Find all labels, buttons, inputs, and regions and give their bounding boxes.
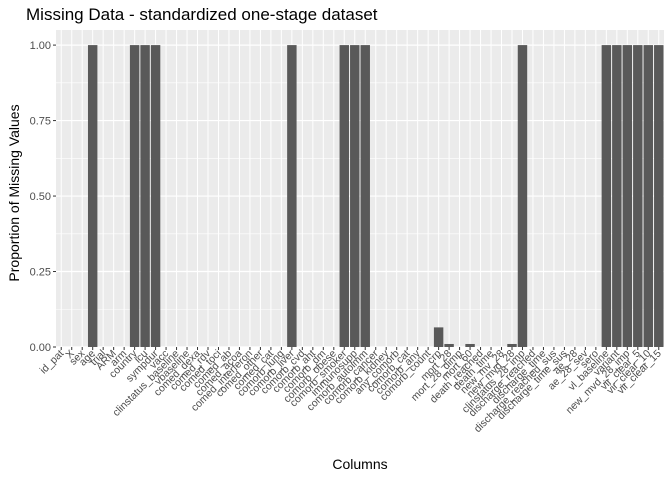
- bar-mort_60: [465, 343, 475, 347]
- y-tick-label: 1.00: [30, 40, 51, 52]
- bar-immunosupp: [350, 45, 360, 347]
- bar-sympdur: [150, 45, 161, 347]
- bars: [87, 45, 664, 347]
- y-tick-label: 0.25: [30, 267, 51, 279]
- x-axis: id_patXsexagetrialARMarmcountryicusympdu…: [38, 347, 664, 435]
- bar-crp: [433, 327, 444, 347]
- y-tick-label: 0.50: [30, 191, 51, 203]
- bar-new_mvd_28_imp: [622, 45, 633, 347]
- bar-comorb_smoker: [339, 45, 349, 347]
- bar-country: [129, 45, 140, 347]
- y-tick-label: 0.00: [30, 342, 51, 354]
- bar-mort_28: [444, 343, 454, 347]
- bar-age: [87, 45, 98, 347]
- chart-title: Missing Data - standardized one-stage da…: [26, 5, 378, 24]
- y-axis: 0.00 0.25 0.50 0.75 1.00: [30, 40, 56, 354]
- bar-vir_clear_10: [643, 45, 653, 347]
- bar-variant: [612, 45, 622, 347]
- bar-comorb_autoimm: [360, 45, 370, 347]
- bar-vl_baseline: [601, 45, 612, 347]
- x-axis-title: Columns: [332, 456, 387, 472]
- bar-comorb_liver: [287, 45, 297, 347]
- bar-new_mvd_28: [507, 343, 517, 347]
- bar-icu: [140, 45, 150, 347]
- bar-vir_clear_5: [633, 45, 643, 347]
- bar-clinstatus_28_imp: [517, 45, 528, 347]
- y-axis-title: Proportion of Missing Values: [6, 104, 22, 281]
- bar-vir_clear_15: [654, 45, 664, 347]
- y-tick-label: 0.75: [30, 116, 51, 128]
